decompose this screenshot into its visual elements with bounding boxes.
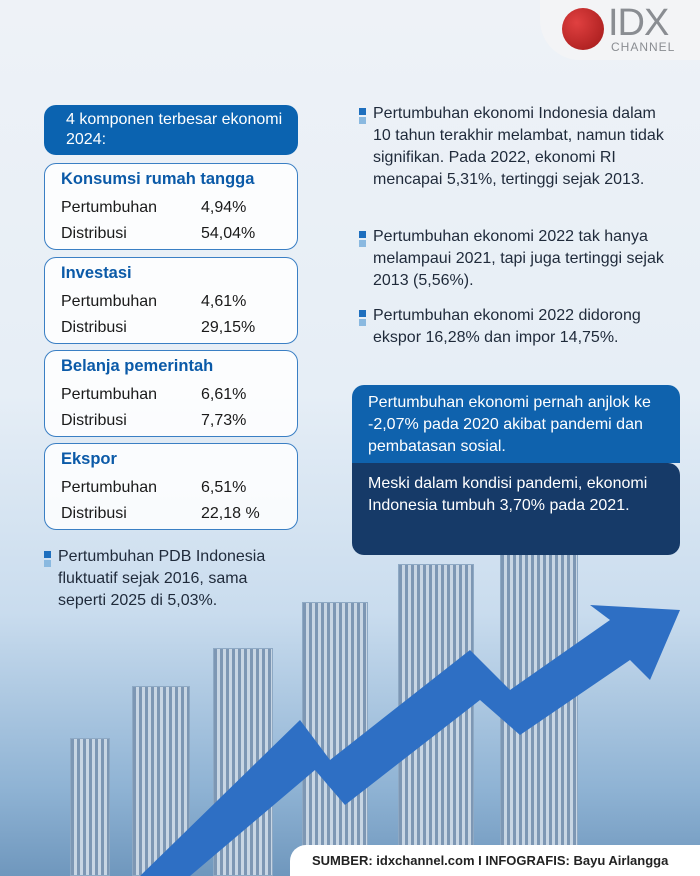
source-credit: SUMBER: idxchannel.com I INFOGRAFIS: Bay… bbox=[290, 845, 700, 876]
distribution-value: 29,15% bbox=[201, 319, 256, 336]
right-note: Pertumbuhan ekonomi 2022 didorong ekspor… bbox=[359, 305, 653, 349]
highlight-box-2020: Pertumbuhan ekonomi pernah anjlok ke -2,… bbox=[352, 385, 680, 463]
growth-label: Pertumbuhan bbox=[61, 386, 158, 403]
component-title: Investasi bbox=[61, 264, 132, 282]
bullet-icon bbox=[359, 108, 366, 115]
distribution-label: Distribusi bbox=[61, 319, 127, 336]
right-note-text: Pertumbuhan ekonomi 2022 didorong ekspor… bbox=[373, 307, 641, 346]
growth-value: 6,51% bbox=[201, 479, 247, 496]
logo-globe-icon bbox=[562, 8, 604, 50]
component-card: Investasi Pertumbuhan 4,61% Distribusi 29,… bbox=[44, 257, 298, 344]
idx-channel-logo: IDX CHANNEL bbox=[540, 0, 700, 60]
left-note: Pertumbuhan PDB Indonesia fluktuatif sej… bbox=[44, 546, 298, 612]
components-header: 4 komponen terbesar ekonomi 2024: bbox=[44, 105, 298, 155]
growth-value: 4,94% bbox=[201, 199, 247, 216]
logo-sub: CHANNEL bbox=[611, 40, 676, 54]
right-note: Pertumbuhan ekonomi 2022 tak hanya melam… bbox=[359, 226, 673, 292]
growth-value: 4,61% bbox=[201, 293, 247, 310]
component-card: Konsumsi rumah tangga Pertumbuhan 4,94% D… bbox=[44, 163, 298, 250]
distribution-label: Distribusi bbox=[61, 412, 127, 429]
growth-label: Pertumbuhan bbox=[61, 293, 158, 310]
right-note-text: Pertumbuhan ekonomi 2022 tak hanya melam… bbox=[373, 228, 664, 289]
right-note: Pertumbuhan ekonomi Indonesia dalam 10 t… bbox=[359, 103, 673, 191]
highlight-box-2021: Meski dalam kondisi pandemi, ekonomi Ind… bbox=[352, 463, 680, 555]
component-card: Belanja pemerintah Pertumbuhan 6,61% Dist… bbox=[44, 350, 298, 437]
bullet-icon bbox=[359, 231, 366, 238]
distribution-value: 7,73% bbox=[201, 412, 247, 429]
growth-label: Pertumbuhan bbox=[61, 479, 158, 496]
building bbox=[132, 686, 190, 876]
distribution-value: 54,04% bbox=[201, 225, 256, 242]
building bbox=[70, 738, 110, 876]
component-title: Belanja pemerintah bbox=[61, 357, 214, 375]
bullet-icon bbox=[359, 310, 366, 317]
left-note-text: Pertumbuhan PDB Indonesia fluktuatif sej… bbox=[58, 548, 266, 609]
distribution-label: Distribusi bbox=[61, 505, 127, 522]
growth-arrow-icon bbox=[140, 605, 680, 876]
distribution-label: Distribusi bbox=[61, 225, 127, 242]
component-title: Ekspor bbox=[61, 450, 117, 468]
growth-value: 6,61% bbox=[201, 386, 247, 403]
right-note-text: Pertumbuhan ekonomi Indonesia dalam 10 t… bbox=[373, 105, 664, 188]
bullet-icon bbox=[44, 551, 51, 558]
city-skyline bbox=[0, 524, 700, 876]
growth-label: Pertumbuhan bbox=[61, 199, 158, 216]
component-title: Konsumsi rumah tangga bbox=[61, 170, 255, 188]
distribution-value: 22,18 % bbox=[201, 505, 260, 522]
component-card: Ekspor Pertumbuhan 6,51% Distribusi 22,18 … bbox=[44, 443, 298, 530]
logo-brand: IDX bbox=[608, 2, 669, 44]
